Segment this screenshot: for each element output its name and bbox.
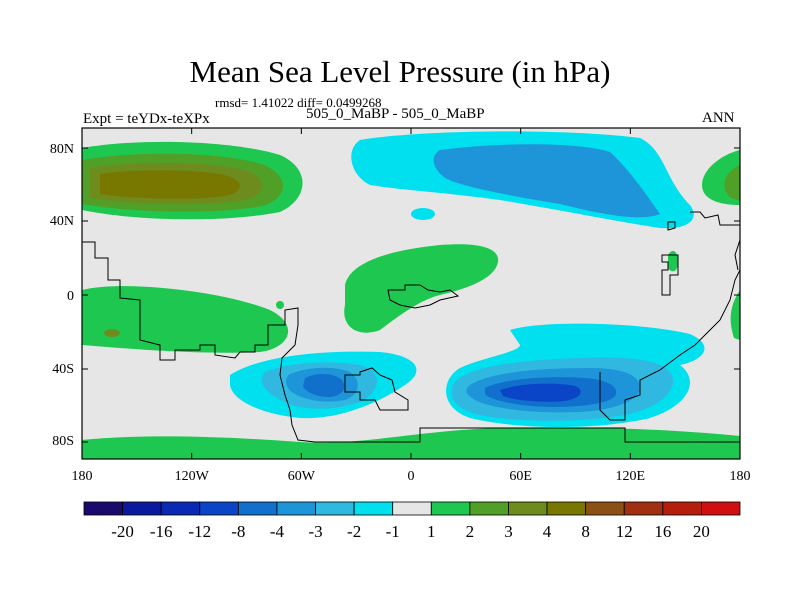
colorbar-box <box>546 501 587 516</box>
colorbar-label: -16 <box>150 522 173 541</box>
contour-positive-equator <box>344 244 499 333</box>
contour-positive-equator-west-core <box>104 329 120 337</box>
contour-positive-dot <box>276 301 284 309</box>
longitude-axis <box>81 128 741 459</box>
contour-small-negative <box>411 208 435 220</box>
contour-positive-north-west-4 <box>100 170 240 199</box>
lat-label-0: 0 <box>67 289 74 304</box>
colorbar-label: -4 <box>270 522 285 541</box>
colorbar-box <box>701 501 741 516</box>
colorbar-label: -3 <box>308 522 322 541</box>
colorbar-label: 12 <box>616 522 633 541</box>
case-label: 505_0_MaBP - 505_0_MaBP <box>306 106 485 122</box>
colorbar-label: -1 <box>386 522 400 541</box>
stats-subtitle: rmsd= 1.41022 diff= 0.0499268 <box>215 95 382 110</box>
lat-label-40s: 40S <box>52 362 74 377</box>
colorbar-box <box>315 501 355 516</box>
colorbar-box <box>160 501 201 516</box>
lon-label-120w: 120W <box>175 469 210 484</box>
colorbar-box <box>430 501 471 516</box>
contour-positive-east-small <box>668 250 678 272</box>
colorbar-label: 1 <box>427 522 436 541</box>
lon-label-60e: 60E <box>509 469 532 484</box>
contour-positive-north-east-2 <box>724 165 740 200</box>
colorbar-box <box>392 501 432 516</box>
colorbar-label: 3 <box>504 522 513 541</box>
colorbar-labels: -20 -16 -12 -8 -4 -3 -2 -1 1 2 3 4 8 12 … <box>111 522 710 541</box>
latitude-axis <box>82 147 740 443</box>
colorbar-label: 4 <box>543 522 552 541</box>
colorbar-box <box>469 501 509 516</box>
contour-positive-east-edge <box>730 290 740 340</box>
lon-label-180w: 180 <box>72 469 93 484</box>
colorbar-box <box>585 501 625 516</box>
colorbar-label: 2 <box>466 522 475 541</box>
contour-negative-north-2 <box>433 144 660 218</box>
lat-label-80n: 80N <box>50 142 74 157</box>
colorbar-box <box>122 501 162 516</box>
contour-positive-south-polar <box>82 427 740 459</box>
lat-label-40n: 40N <box>50 214 74 229</box>
season-label: ANN <box>702 110 735 126</box>
contour-negative-south-west-4 <box>303 374 345 397</box>
colorbar-box <box>623 501 664 516</box>
colorbar-box <box>508 501 548 516</box>
colorbar-box <box>199 501 239 516</box>
lat-label-80s: 80S <box>52 434 74 449</box>
lon-label-60w: 60W <box>288 469 316 484</box>
colorbar-box <box>237 501 278 516</box>
colorbar <box>83 501 741 516</box>
lon-label-120e: 120E <box>616 469 646 484</box>
colorbar-label: -20 <box>111 522 134 541</box>
colorbar-box <box>276 501 316 516</box>
colorbar-box <box>83 501 123 516</box>
colorbar-label: 16 <box>654 522 671 541</box>
colorbar-label: -12 <box>188 522 211 541</box>
coastlines <box>82 211 740 443</box>
colorbar-label: 20 <box>693 522 710 541</box>
colorbar-label: -2 <box>347 522 361 541</box>
chart-title: Mean Sea Level Pressure (in hPa) <box>189 54 611 89</box>
colorbar-box <box>662 501 702 516</box>
experiment-label: Expt = teYDx-teXPx <box>83 111 210 127</box>
contour-positive-equator-west <box>82 286 289 353</box>
lon-label-0: 0 <box>408 469 415 484</box>
lon-label-180e: 180 <box>730 469 751 484</box>
contour-negative-south-east-5 <box>500 383 581 402</box>
colorbar-label: 8 <box>581 522 590 541</box>
colorbar-label: -8 <box>231 522 245 541</box>
map-plot-area <box>82 128 740 459</box>
colorbar-box <box>353 501 394 516</box>
